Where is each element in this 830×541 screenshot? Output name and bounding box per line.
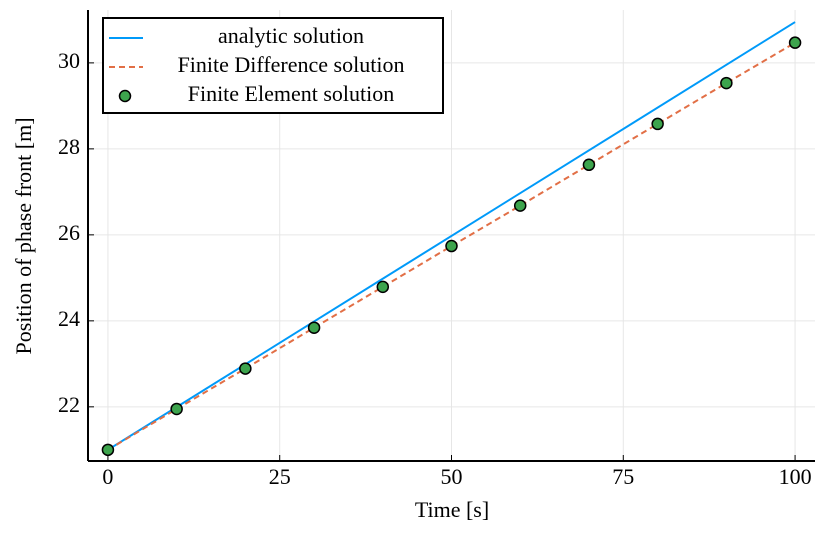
y-tick-label: 30	[58, 48, 80, 73]
point	[720, 76, 733, 90]
point	[101, 443, 115, 457]
point	[788, 36, 802, 49]
series-line	[107, 41, 796, 451]
point	[445, 239, 458, 253]
x-tick-label: 100	[779, 464, 812, 489]
point	[239, 362, 252, 375]
y-tick-label: 28	[58, 134, 80, 159]
x-tick-label: 0	[102, 464, 113, 489]
legend-label: Finite Difference solution	[178, 52, 405, 77]
legend-marker	[118, 89, 132, 103]
x-tick-label: 75	[612, 464, 634, 489]
point	[651, 117, 664, 131]
point	[376, 280, 390, 294]
x-axis-label: Time [s]	[415, 497, 489, 522]
legend-label: Finite Element solution	[188, 81, 395, 106]
series-line	[107, 21, 796, 451]
legend-box	[102, 17, 444, 114]
x-tick-label: 50	[441, 464, 463, 489]
point	[307, 321, 321, 334]
legend-label: analytic solution	[218, 23, 364, 48]
y-axis-label: Position of phase front [m]	[11, 117, 36, 354]
x-tick-label: 25	[269, 464, 291, 489]
y-tick-label: 22	[58, 392, 80, 417]
y-tick-label: 26	[58, 220, 80, 245]
point	[513, 199, 527, 212]
point	[582, 158, 596, 172]
point	[170, 402, 183, 416]
y-tick-label: 24	[58, 306, 80, 331]
